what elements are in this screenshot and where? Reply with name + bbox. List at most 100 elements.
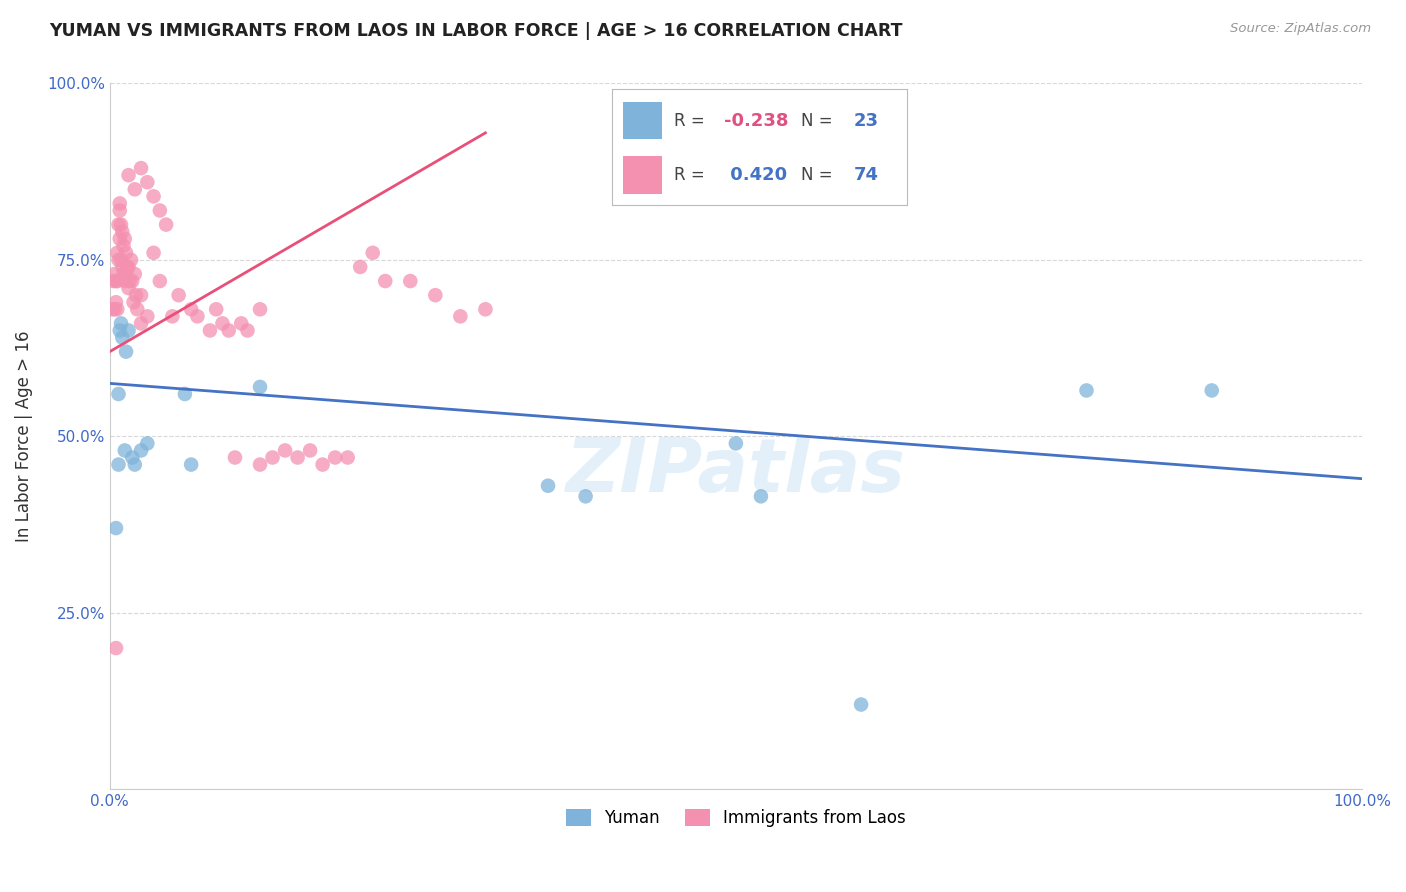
Point <box>115 344 138 359</box>
Point <box>107 218 129 232</box>
Point <box>198 323 221 337</box>
Point <box>125 288 148 302</box>
Point <box>136 310 159 324</box>
Point <box>105 302 128 317</box>
Text: Source: ZipAtlas.com: Source: ZipAtlas.com <box>1230 22 1371 36</box>
Point <box>101 302 124 317</box>
Point <box>118 274 141 288</box>
Point <box>121 450 143 465</box>
Point <box>449 310 471 324</box>
Point <box>211 317 233 331</box>
Point <box>142 189 165 203</box>
FancyBboxPatch shape <box>623 156 662 194</box>
Point <box>105 245 128 260</box>
Point <box>155 218 177 232</box>
Text: -0.238: -0.238 <box>724 112 789 129</box>
Point <box>149 203 172 218</box>
Point <box>107 387 129 401</box>
Point <box>129 443 152 458</box>
Point <box>112 239 135 253</box>
Point <box>115 245 138 260</box>
Point <box>124 182 146 196</box>
Point <box>108 323 131 337</box>
Point <box>224 450 246 465</box>
Point <box>105 521 128 535</box>
Point <box>105 274 128 288</box>
Point <box>287 450 309 465</box>
Point <box>474 302 496 317</box>
Text: 0.420: 0.420 <box>724 166 787 184</box>
Point <box>108 196 131 211</box>
Point <box>110 252 132 267</box>
Point <box>114 274 136 288</box>
Point <box>336 450 359 465</box>
Point <box>117 260 139 274</box>
Text: 23: 23 <box>853 112 879 129</box>
Text: 74: 74 <box>853 166 879 184</box>
Point <box>374 274 396 288</box>
FancyBboxPatch shape <box>623 102 662 139</box>
Point <box>299 443 322 458</box>
Point <box>105 295 128 310</box>
Point <box>399 274 422 288</box>
Legend: Yuman, Immigrants from Laos: Yuman, Immigrants from Laos <box>560 802 912 834</box>
Point <box>120 252 142 267</box>
Text: R =: R = <box>673 112 710 129</box>
Point <box>110 218 132 232</box>
Point <box>103 274 125 288</box>
Point <box>121 274 143 288</box>
Point <box>218 323 240 337</box>
Point <box>249 302 271 317</box>
Point <box>349 260 371 274</box>
Point <box>129 288 152 302</box>
Text: N =: N = <box>800 166 838 184</box>
Point <box>114 232 136 246</box>
Point <box>274 443 297 458</box>
Text: R =: R = <box>673 166 710 184</box>
Point <box>111 260 134 274</box>
Point <box>110 317 132 331</box>
Point <box>112 267 135 281</box>
Text: YUMAN VS IMMIGRANTS FROM LAOS IN LABOR FORCE | AGE > 16 CORRELATION CHART: YUMAN VS IMMIGRANTS FROM LAOS IN LABOR F… <box>49 22 903 40</box>
Point <box>249 458 271 472</box>
Point <box>849 698 872 712</box>
Point <box>205 302 228 317</box>
Point <box>117 281 139 295</box>
Point <box>127 302 149 317</box>
Point <box>136 436 159 450</box>
Point <box>105 274 128 288</box>
Point <box>186 310 208 324</box>
Point <box>537 479 560 493</box>
Point <box>149 274 172 288</box>
Point <box>249 380 271 394</box>
Point <box>749 489 772 503</box>
Point <box>104 302 127 317</box>
Point <box>129 161 152 175</box>
Point <box>107 458 129 472</box>
Point <box>111 225 134 239</box>
Point <box>173 387 195 401</box>
Point <box>236 323 259 337</box>
Point <box>117 260 139 274</box>
Point <box>1201 384 1223 398</box>
Point <box>114 443 136 458</box>
Point <box>108 232 131 246</box>
Point <box>107 252 129 267</box>
Point <box>124 458 146 472</box>
Point <box>108 203 131 218</box>
Point <box>136 175 159 189</box>
Point <box>111 330 134 344</box>
Text: N =: N = <box>800 112 838 129</box>
Point <box>162 310 184 324</box>
Point <box>361 245 384 260</box>
Y-axis label: In Labor Force | Age > 16: In Labor Force | Age > 16 <box>15 331 32 542</box>
Point <box>117 168 139 182</box>
Point <box>117 323 139 337</box>
Point <box>122 295 145 310</box>
Text: ZIPatlas: ZIPatlas <box>565 435 905 508</box>
Point <box>231 317 253 331</box>
Point <box>104 267 127 281</box>
Point <box>142 245 165 260</box>
Point <box>724 436 747 450</box>
Point <box>311 458 333 472</box>
